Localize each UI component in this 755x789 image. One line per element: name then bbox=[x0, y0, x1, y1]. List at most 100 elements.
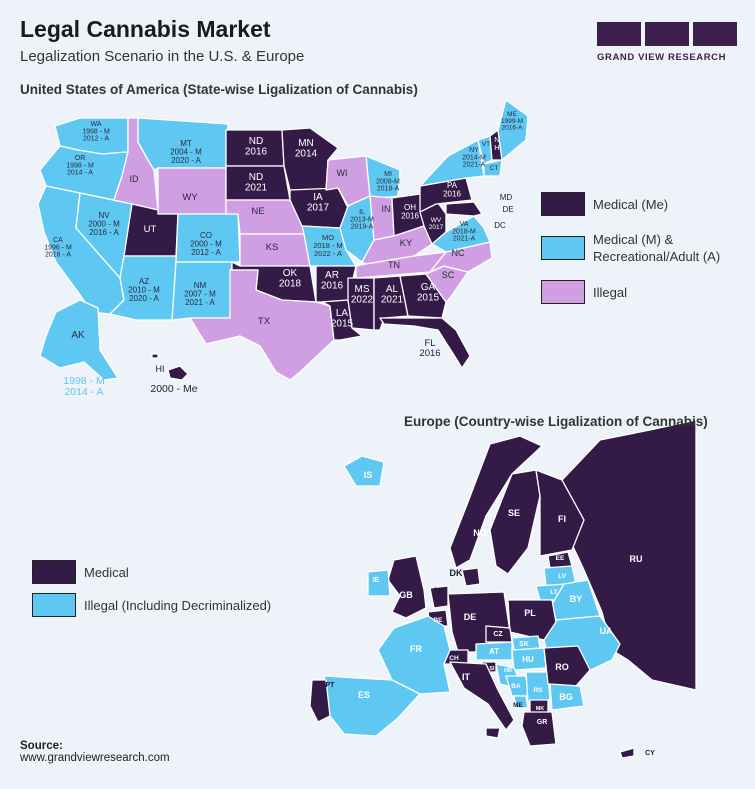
country-is bbox=[343, 455, 385, 487]
country-ro bbox=[543, 645, 591, 687]
country-bg bbox=[549, 683, 585, 711]
state-label-sd: ND 2021 bbox=[245, 172, 268, 194]
country-label-fi: FI bbox=[558, 514, 566, 524]
state-label-ny: NY 2014-M 2021-A bbox=[462, 147, 486, 169]
state-label-mn: MN 2014 bbox=[295, 138, 318, 160]
country-label-pl: PL bbox=[524, 608, 536, 618]
country-label-lv: LV bbox=[558, 573, 566, 580]
page-subtitle: Legalization Scenario in the U.S. & Euro… bbox=[20, 48, 305, 65]
state-label-hi: HI bbox=[156, 364, 165, 374]
state-mi bbox=[365, 155, 401, 199]
country-label-sk: SK bbox=[519, 641, 529, 648]
state-ga bbox=[399, 273, 447, 319]
country-label-ba: BA bbox=[511, 683, 521, 690]
legend-swatch bbox=[541, 280, 585, 304]
country-label-it: IT bbox=[462, 672, 471, 682]
legend-swatch bbox=[541, 192, 585, 216]
country-label-si: SI bbox=[489, 666, 495, 672]
country-label-is: IS bbox=[364, 470, 373, 480]
legend-label-line: Medical (M) & bbox=[593, 232, 674, 247]
country-label-hu: HU bbox=[522, 655, 534, 664]
legend-label: Medical (M) & Recreational/Adult (A) bbox=[593, 231, 720, 265]
state-label-nd: ND 2016 bbox=[245, 136, 268, 158]
legend-swatch bbox=[541, 236, 585, 260]
state-label-de: DE bbox=[502, 205, 513, 214]
country-label-ua: UA bbox=[600, 626, 613, 636]
legend-swatch bbox=[32, 560, 76, 584]
country-label-pt: PT bbox=[326, 682, 336, 689]
country-es bbox=[323, 675, 421, 737]
state-label-ak: AK bbox=[71, 330, 85, 341]
state-label-ks: KS bbox=[266, 242, 279, 253]
state-label-md: MD bbox=[500, 193, 513, 202]
state-label-ne: NE bbox=[251, 206, 264, 217]
state-label-la: LA 2015 bbox=[331, 308, 354, 330]
us-section-title: United States of America (State-wise Lig… bbox=[20, 82, 418, 97]
state-label-id: ID bbox=[130, 174, 140, 184]
state-label-dc: DC bbox=[494, 221, 506, 230]
state-label-al: AL 2021 bbox=[381, 284, 404, 306]
state-label-wi: WI bbox=[337, 168, 348, 178]
state-label-or: OR 1998 - M 2014 - A bbox=[66, 155, 94, 177]
state-hi-island bbox=[151, 353, 159, 359]
source-label: Source: bbox=[20, 740, 63, 752]
state-label-ca: CA 1996 - M 2016 - A bbox=[44, 237, 72, 259]
legend-label: Illegal bbox=[593, 284, 627, 300]
country-rs bbox=[525, 671, 551, 703]
state-ms bbox=[347, 277, 375, 331]
country-label-nl: NL bbox=[434, 586, 446, 596]
state-label-sc: SC bbox=[442, 270, 455, 280]
country-ru bbox=[561, 419, 697, 691]
state-wy bbox=[157, 167, 227, 215]
country-label-fr: FR bbox=[410, 644, 422, 654]
logo-text: GRAND VIEW RESEARCH bbox=[597, 52, 727, 63]
country-label-ch: CH bbox=[449, 655, 459, 662]
country-label-cy: CY bbox=[645, 750, 655, 757]
logo-bar bbox=[645, 22, 689, 46]
state-md bbox=[445, 201, 483, 217]
state-me bbox=[497, 99, 529, 161]
state-label-ut: UT bbox=[144, 224, 157, 235]
us-legend: Medical (Me) Medical (M) & Recreational/… bbox=[541, 192, 720, 304]
state-label-pa: PA 2016 bbox=[443, 181, 461, 198]
state-ct bbox=[483, 159, 503, 177]
state-label-wa: WA 1998 - M 2012 - A bbox=[82, 121, 110, 143]
state-label-nv: NV 2000 - M 2016 - A bbox=[88, 211, 120, 237]
country-label-se: SE bbox=[508, 508, 520, 518]
legend-item-medical: Medical bbox=[32, 560, 271, 584]
state-label-ga: GA 2015 bbox=[417, 282, 440, 304]
logo-mark bbox=[597, 22, 737, 46]
source-url: www.grandviewresearch.com bbox=[20, 752, 170, 764]
country-cy bbox=[619, 747, 635, 759]
country-label-gb: GB bbox=[399, 590, 413, 600]
country-it-sicily bbox=[485, 727, 501, 739]
logo-bar bbox=[597, 22, 641, 46]
country-label-mk: MK bbox=[536, 706, 545, 712]
state-label-nc: NC bbox=[452, 248, 465, 258]
country-it bbox=[449, 661, 515, 731]
brand-logo: GRAND VIEW RESEARCH bbox=[597, 22, 737, 63]
country-label-bg: BG bbox=[559, 692, 573, 702]
state-label-va: VA 2018-M 2021-A bbox=[452, 221, 476, 243]
state-fl bbox=[379, 317, 471, 369]
country-label-me: ME bbox=[513, 702, 523, 709]
legend-item-medical-recreational: Medical (M) & Recreational/Adult (A) bbox=[541, 228, 720, 268]
state-label-ok: OK 2018 bbox=[279, 268, 302, 290]
state-label-il: IL 2013-M 2019-A bbox=[350, 209, 374, 231]
country-ie bbox=[367, 569, 391, 597]
country-dk bbox=[461, 567, 481, 587]
state-az bbox=[109, 255, 177, 321]
country-pt bbox=[309, 679, 331, 723]
legend-item-illegal: Illegal (Including Decriminalized) bbox=[32, 593, 271, 617]
state-label-wy: WY bbox=[182, 192, 198, 203]
country-at bbox=[475, 641, 513, 661]
state-label-ct: CT bbox=[490, 165, 499, 172]
country-label-rs: RS bbox=[533, 687, 543, 694]
europe-legend: Medical Illegal (Including Decriminalize… bbox=[32, 560, 271, 617]
state-label-ak-years: 1998 - M 2014 - A bbox=[63, 375, 104, 398]
country-label-dk: DK bbox=[450, 568, 463, 578]
state-label-wv: WV 2017 bbox=[429, 217, 444, 231]
state-label-in: IN bbox=[382, 204, 391, 214]
legend-label-line: Recreational/Adult (A) bbox=[593, 249, 721, 264]
